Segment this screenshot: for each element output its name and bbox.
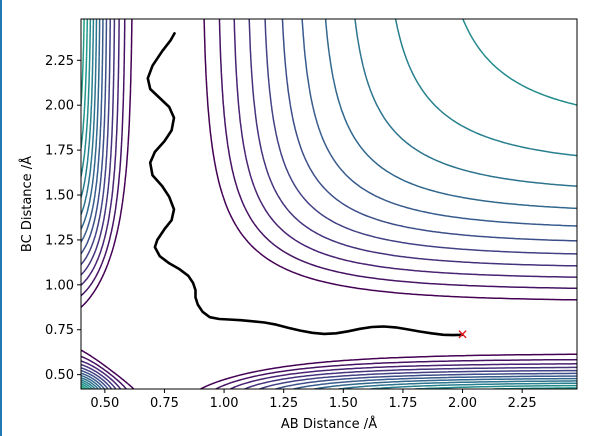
trajectory-end-marker [458,330,467,339]
contour-level-9 [81,19,577,389]
y-axis-label: BC Distance /Å [19,156,35,252]
y-tick-label: 0.50 [45,368,74,383]
contour-level-3 [81,19,577,389]
contour-level-10 [81,19,577,389]
y-tick-label: 1.00 [45,278,74,293]
contour-level-4 [81,19,577,389]
x-tick-label: 1.25 [269,396,298,411]
y-tick-label: 1.25 [45,233,74,248]
x-tick-label: 1.00 [210,396,239,411]
x-tick-label: 0.75 [150,396,179,411]
trajectory-layer [146,32,467,339]
x-tick-label: 2.25 [508,396,537,411]
contour-level-8 [81,19,577,389]
x-tick-label: 0.50 [90,396,119,411]
contour-level-5 [81,19,577,389]
contour-level-2 [81,19,577,389]
contour-lines [81,19,577,389]
x-axis-label: AB Distance /Å [281,416,377,432]
plot-frame [80,18,578,390]
trajectory-line [146,32,464,337]
contour-level-0 [81,19,577,389]
y-tick-label: 2.25 [45,54,74,69]
contour-level-7 [81,19,577,389]
contour-level-6 [81,19,577,389]
y-tick-label: 2.00 [45,99,74,114]
y-tick-label: 1.50 [45,189,74,204]
y-tick-label: 1.75 [45,144,74,159]
contour-level-1 [81,19,577,389]
x-tick-label: 2.00 [448,396,477,411]
x-tick-label: 1.75 [388,396,417,411]
x-tick-label: 1.50 [329,396,358,411]
window-left-edge [0,0,2,436]
y-tick-label: 0.75 [45,323,74,338]
axes: 0.50 0.75 1.00 1.25 1.50 1.75 2.00 2.25 0.50 0.75… [45,54,537,411]
